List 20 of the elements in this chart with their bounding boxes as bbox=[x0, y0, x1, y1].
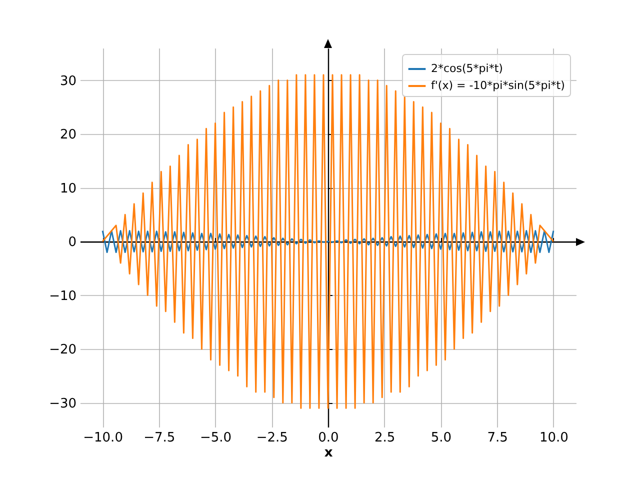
y-tick-label: −10 bbox=[49, 288, 76, 304]
y-tick-label: 20 bbox=[60, 128, 76, 143]
y-tick-label: −20 bbox=[49, 342, 76, 358]
x-tick-label: 2.5 bbox=[374, 430, 396, 446]
legend-label: f'(x) = -10*pi*sin(5*pi*t) bbox=[431, 79, 565, 92]
x-tick-label: 5.0 bbox=[430, 430, 452, 446]
x-tick-label: −7.5 bbox=[144, 430, 176, 446]
x-tick-label: 10.0 bbox=[539, 430, 568, 446]
y-tick-label: 30 bbox=[60, 74, 76, 89]
x-axis-title: x bbox=[324, 446, 334, 460]
x-tick-label: −10.0 bbox=[83, 430, 123, 446]
x-tick-label: −2.5 bbox=[256, 430, 288, 446]
y-tick-label: 0 bbox=[68, 235, 76, 250]
line-series bbox=[102, 230, 554, 254]
x-tick-label: 0.0 bbox=[318, 430, 339, 446]
y-tick-label: 10 bbox=[60, 181, 76, 196]
x-tick-label: −5.0 bbox=[200, 430, 232, 446]
x-tick-label: 7.5 bbox=[487, 430, 508, 446]
y-tick-label: −30 bbox=[49, 396, 76, 412]
legend-label: 2*cos(5*pi*t) bbox=[431, 62, 503, 75]
